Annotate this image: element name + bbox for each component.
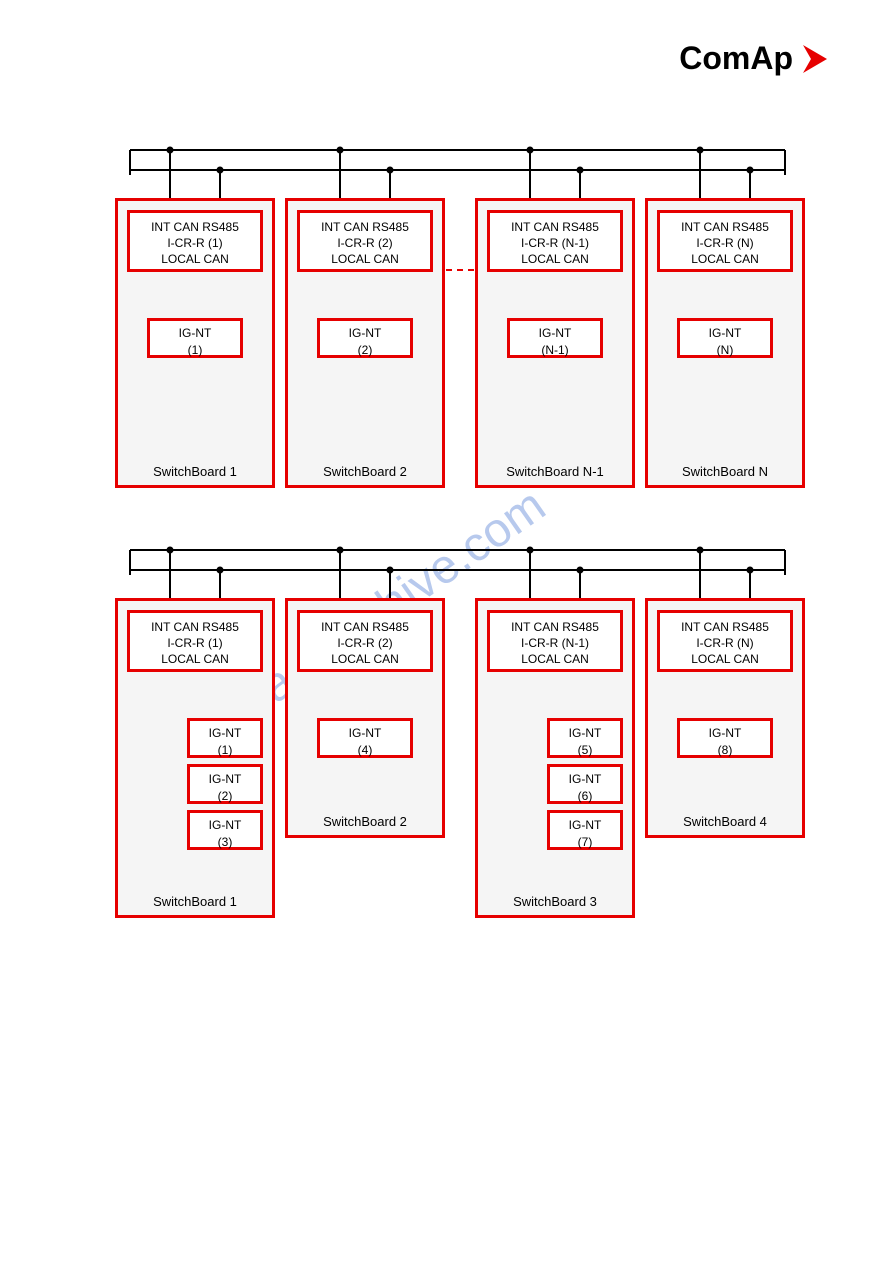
can-line: I-CR-R (N-1) — [490, 635, 620, 651]
can-module-box: INT CAN RS485I-CR-R (N-1)LOCAL CAN — [487, 610, 623, 672]
can-line: INT CAN RS485 — [300, 219, 430, 235]
ig-line: (N) — [680, 342, 770, 359]
switchboard-label: SwitchBoard N — [645, 464, 805, 479]
ig-line: (2) — [320, 342, 410, 359]
can-line: LOCAL CAN — [490, 651, 620, 667]
ig-nt-box: IG-NT(N-1) — [507, 318, 603, 358]
can-line: INT CAN RS485 — [490, 619, 620, 635]
logo-text: ComAp — [679, 40, 793, 77]
can-line: LOCAL CAN — [300, 251, 430, 267]
switchboard-label: SwitchBoard 4 — [645, 814, 805, 829]
ig-nt-box: IG-NT(5) — [547, 718, 623, 758]
switchboard-label: SwitchBoard 2 — [285, 464, 445, 479]
can-line: LOCAL CAN — [130, 251, 260, 267]
can-line: LOCAL CAN — [490, 251, 620, 267]
can-line: LOCAL CAN — [660, 251, 790, 267]
can-line: INT CAN RS485 — [490, 219, 620, 235]
ig-line: IG-NT — [550, 771, 620, 788]
ig-line: IG-NT — [190, 725, 260, 742]
ig-line: (4) — [320, 742, 410, 759]
switchboard-label: SwitchBoard 1 — [115, 894, 275, 909]
ig-line: IG-NT — [680, 325, 770, 342]
ig-nt-box: IG-NT(3) — [187, 810, 263, 850]
can-module-box: INT CAN RS485I-CR-R (N)LOCAL CAN — [657, 610, 793, 672]
ig-nt-box: IG-NT(8) — [677, 718, 773, 758]
ig-line: (8) — [680, 742, 770, 759]
ig-nt-box: IG-NT(1) — [147, 318, 243, 358]
ig-line: (1) — [150, 342, 240, 359]
logo-play-icon — [797, 41, 833, 77]
ig-nt-box: IG-NT(2) — [317, 318, 413, 358]
ig-line: (2) — [190, 788, 260, 805]
can-line: INT CAN RS485 — [660, 219, 790, 235]
ig-line: IG-NT — [680, 725, 770, 742]
ig-line: IG-NT — [510, 325, 600, 342]
ig-line: (6) — [550, 788, 620, 805]
can-line: INT CAN RS485 — [130, 219, 260, 235]
ig-nt-box: IG-NT(4) — [317, 718, 413, 758]
can-module-box: INT CAN RS485I-CR-R (1)LOCAL CAN — [127, 210, 263, 272]
can-module-box: INT CAN RS485I-CR-R (1)LOCAL CAN — [127, 610, 263, 672]
can-line: I-CR-R (1) — [130, 235, 260, 251]
switchboard-label: SwitchBoard 1 — [115, 464, 275, 479]
can-line: INT CAN RS485 — [130, 619, 260, 635]
can-line: I-CR-R (2) — [300, 635, 430, 651]
can-line: INT CAN RS485 — [300, 619, 430, 635]
can-line: I-CR-R (N) — [660, 635, 790, 651]
can-module-box: INT CAN RS485I-CR-R (N-1)LOCAL CAN — [487, 210, 623, 272]
ig-line: (1) — [190, 742, 260, 759]
ig-nt-box: IG-NT(6) — [547, 764, 623, 804]
ig-nt-box: IG-NT(7) — [547, 810, 623, 850]
ig-line: IG-NT — [550, 817, 620, 834]
can-line: I-CR-R (N) — [660, 235, 790, 251]
ig-line: IG-NT — [150, 325, 240, 342]
ig-line: (N-1) — [510, 342, 600, 359]
ig-line: (5) — [550, 742, 620, 759]
ig-nt-box: IG-NT(1) — [187, 718, 263, 758]
can-module-box: INT CAN RS485I-CR-R (2)LOCAL CAN — [297, 210, 433, 272]
switchboard-label: SwitchBoard 3 — [475, 894, 635, 909]
can-line: I-CR-R (2) — [300, 235, 430, 251]
switchboard-label: SwitchBoard N-1 — [475, 464, 635, 479]
can-module-box: INT CAN RS485I-CR-R (N)LOCAL CAN — [657, 210, 793, 272]
ig-nt-box: IG-NT(2) — [187, 764, 263, 804]
ig-line: IG-NT — [320, 725, 410, 742]
ig-line: IG-NT — [320, 325, 410, 342]
ig-line: IG-NT — [190, 771, 260, 788]
can-line: LOCAL CAN — [130, 651, 260, 667]
can-line: LOCAL CAN — [660, 651, 790, 667]
can-module-box: INT CAN RS485I-CR-R (2)LOCAL CAN — [297, 610, 433, 672]
ig-line: (7) — [550, 834, 620, 851]
ig-line: (3) — [190, 834, 260, 851]
logo: ComAp — [679, 40, 833, 77]
can-line: I-CR-R (1) — [130, 635, 260, 651]
can-line: INT CAN RS485 — [660, 619, 790, 635]
ig-line: IG-NT — [550, 725, 620, 742]
page: ComAp manualshive.com INT CAN RS485I-CR-… — [0, 0, 893, 1263]
ig-nt-box: IG-NT(N) — [677, 318, 773, 358]
switchboard-label: SwitchBoard 2 — [285, 814, 445, 829]
can-line: I-CR-R (N-1) — [490, 235, 620, 251]
can-line: LOCAL CAN — [300, 651, 430, 667]
ig-line: IG-NT — [190, 817, 260, 834]
